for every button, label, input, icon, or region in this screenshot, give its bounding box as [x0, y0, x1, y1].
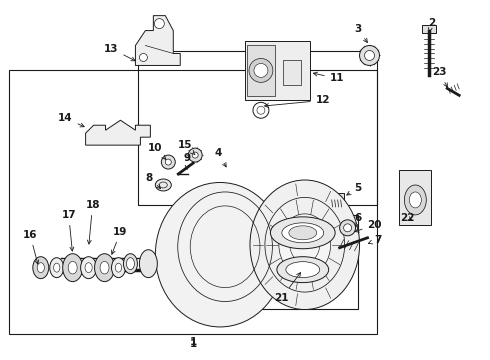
Ellipse shape: [112, 258, 125, 278]
Polygon shape: [135, 15, 180, 66]
Text: 18: 18: [85, 200, 100, 244]
Bar: [283, 60, 301, 85]
Ellipse shape: [270, 217, 335, 249]
Ellipse shape: [409, 192, 421, 208]
Text: 1: 1: [190, 339, 197, 349]
Text: 17: 17: [61, 210, 76, 251]
Bar: [138, 50, 377, 205]
Text: 13: 13: [104, 44, 135, 61]
Text: 11: 11: [314, 72, 344, 84]
Ellipse shape: [277, 257, 329, 283]
Ellipse shape: [68, 261, 77, 274]
Text: 14: 14: [58, 113, 84, 127]
Text: 6: 6: [355, 213, 362, 227]
Bar: [330, 193, 343, 200]
Text: 8: 8: [145, 173, 161, 189]
Ellipse shape: [155, 183, 285, 327]
Ellipse shape: [250, 180, 360, 310]
Circle shape: [249, 58, 273, 82]
Bar: [422, 24, 436, 32]
Text: 9: 9: [183, 153, 190, 169]
Bar: [245, 41, 310, 100]
Circle shape: [192, 152, 198, 158]
Bar: [248, 215, 358, 310]
Text: 1: 1: [190, 337, 197, 347]
Text: 22: 22: [400, 213, 415, 223]
Ellipse shape: [81, 257, 97, 279]
Ellipse shape: [115, 263, 122, 272]
Ellipse shape: [50, 258, 64, 278]
Bar: [399, 170, 431, 225]
Text: 16: 16: [23, 230, 39, 264]
Ellipse shape: [289, 226, 317, 240]
Ellipse shape: [404, 185, 426, 215]
Polygon shape: [86, 120, 150, 145]
Ellipse shape: [100, 261, 109, 274]
Text: 19: 19: [111, 227, 128, 254]
Ellipse shape: [155, 179, 172, 191]
Ellipse shape: [126, 258, 134, 270]
Circle shape: [188, 148, 202, 162]
Ellipse shape: [85, 263, 92, 273]
Circle shape: [154, 19, 164, 28]
Text: 2: 2: [428, 18, 435, 32]
Ellipse shape: [33, 257, 49, 279]
Ellipse shape: [123, 254, 137, 274]
Bar: [9, 71, 377, 334]
Circle shape: [343, 224, 352, 232]
Text: 12: 12: [265, 95, 330, 108]
Text: 3: 3: [354, 24, 368, 42]
Ellipse shape: [63, 254, 83, 282]
Text: 15: 15: [178, 140, 195, 155]
Circle shape: [140, 54, 147, 62]
Text: 20: 20: [355, 220, 382, 232]
Ellipse shape: [140, 250, 157, 278]
Ellipse shape: [37, 263, 45, 273]
Ellipse shape: [282, 223, 324, 243]
Text: 5: 5: [347, 183, 362, 195]
Text: 10: 10: [148, 143, 166, 159]
Circle shape: [360, 45, 379, 66]
Ellipse shape: [279, 214, 331, 276]
Text: 21: 21: [274, 273, 300, 302]
Text: 7: 7: [368, 235, 382, 245]
Ellipse shape: [95, 254, 115, 282]
Circle shape: [254, 63, 268, 77]
Circle shape: [365, 50, 374, 60]
Circle shape: [340, 220, 356, 236]
Text: 23: 23: [432, 67, 447, 87]
Bar: [247, 45, 275, 96]
Circle shape: [165, 159, 172, 165]
Ellipse shape: [286, 262, 319, 278]
Ellipse shape: [53, 263, 60, 272]
Text: 4: 4: [215, 148, 226, 167]
Circle shape: [161, 155, 175, 169]
